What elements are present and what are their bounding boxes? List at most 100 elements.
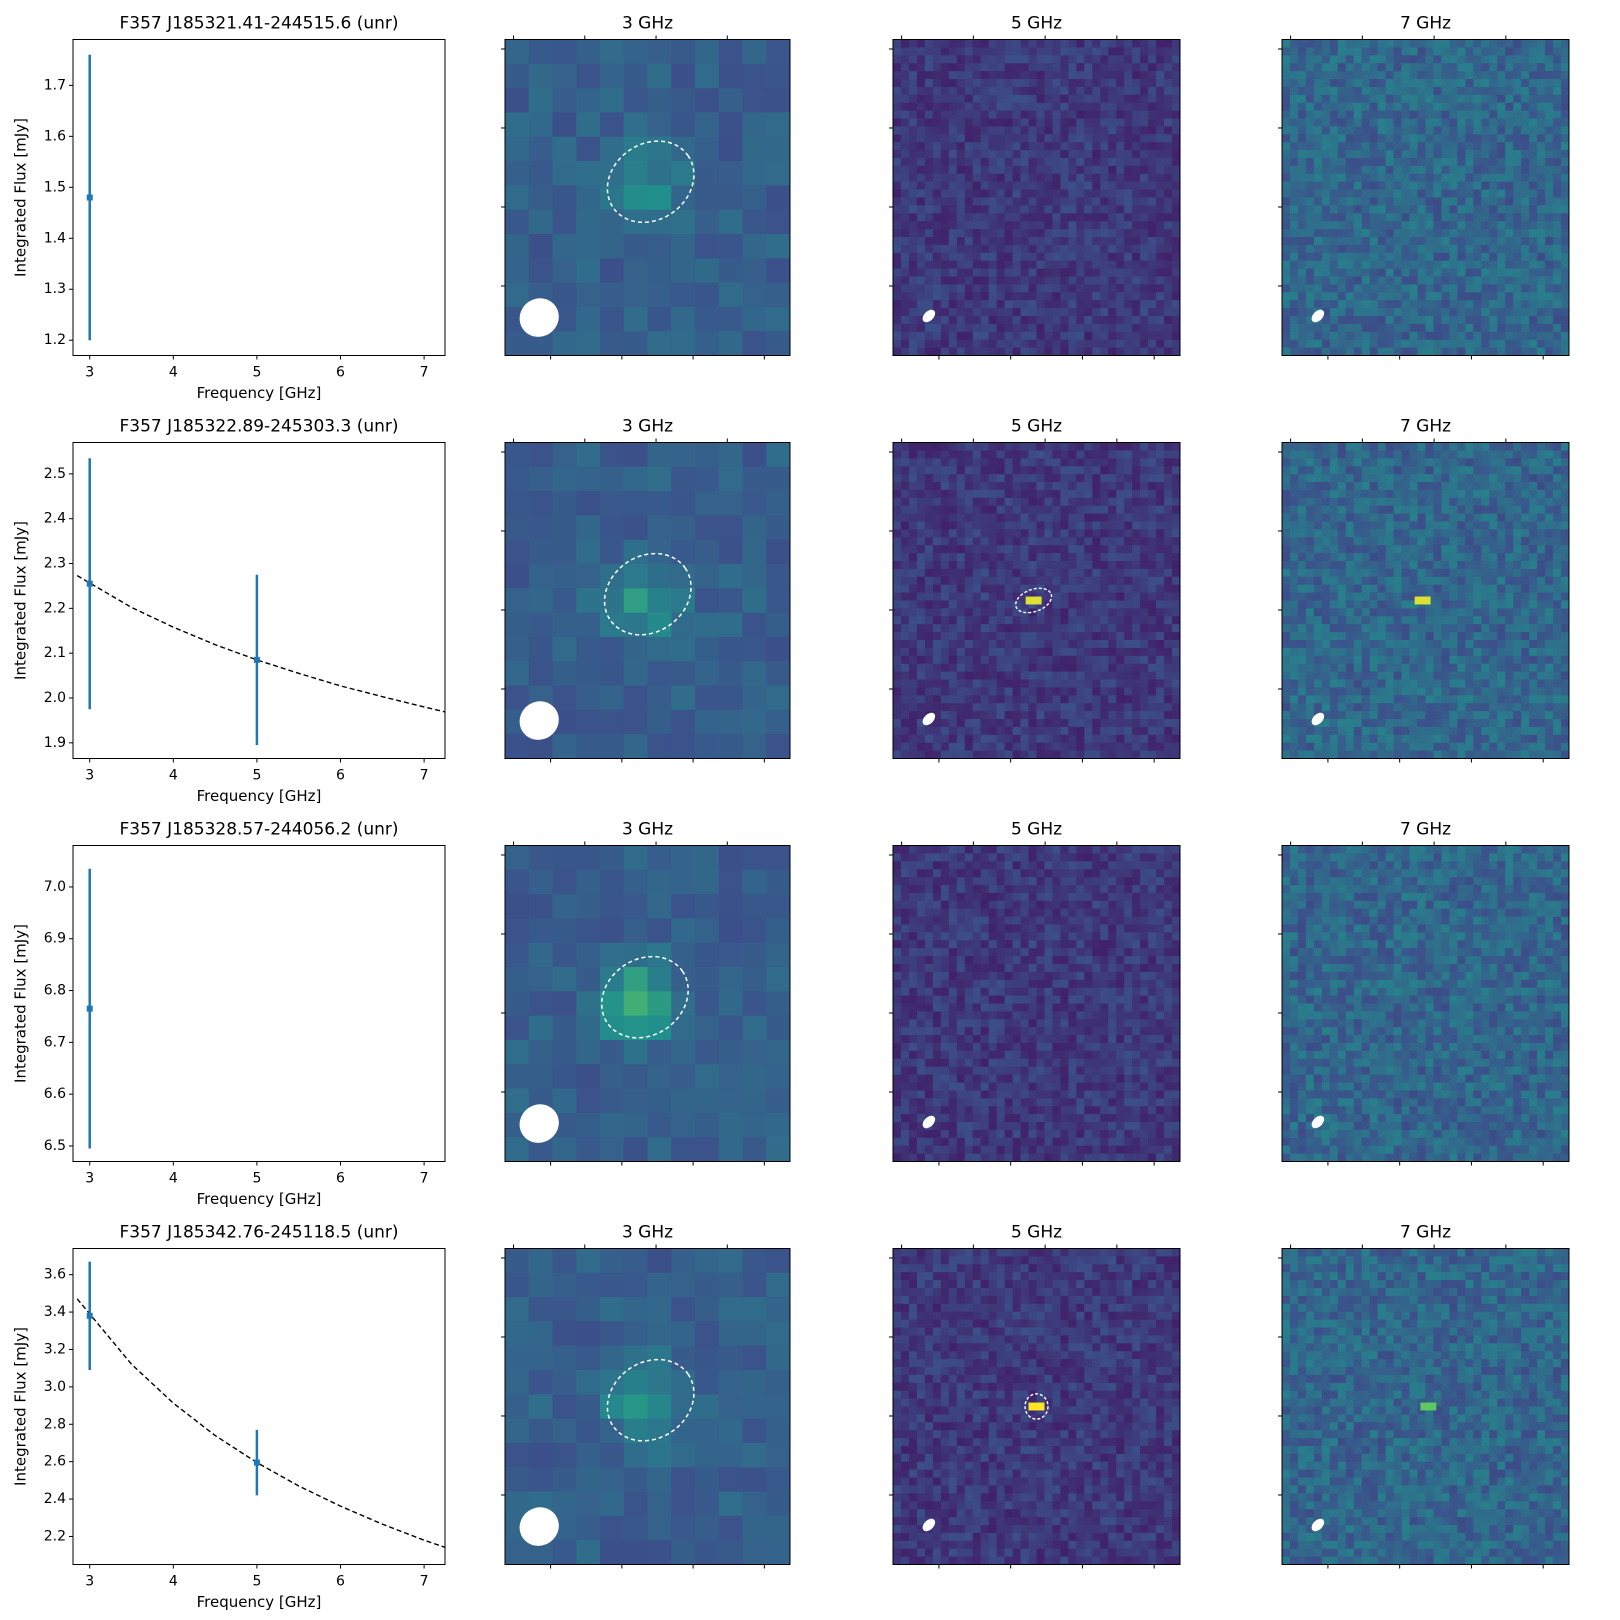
pixel bbox=[1132, 47, 1141, 56]
pixel bbox=[1116, 197, 1125, 206]
pixel bbox=[1076, 450, 1085, 459]
pixel bbox=[1537, 126, 1546, 135]
pixel bbox=[1513, 86, 1522, 96]
pixel bbox=[1124, 197, 1133, 206]
pixel bbox=[964, 497, 974, 507]
pixel bbox=[980, 213, 990, 222]
pixel bbox=[742, 636, 767, 662]
pixel bbox=[948, 237, 958, 246]
pixel bbox=[924, 323, 934, 333]
pixel bbox=[1060, 55, 1069, 64]
pixel bbox=[1028, 150, 1037, 159]
pixel bbox=[1164, 323, 1173, 333]
pixel bbox=[1289, 158, 1299, 167]
pixel bbox=[980, 703, 990, 712]
pixel bbox=[1497, 118, 1506, 127]
pixel bbox=[948, 347, 958, 356]
pixel bbox=[1393, 150, 1402, 159]
pixel bbox=[980, 584, 990, 593]
pixel bbox=[1505, 458, 1514, 467]
pixel bbox=[964, 134, 974, 143]
pixel bbox=[1401, 474, 1410, 483]
pixel bbox=[900, 442, 910, 451]
pixel bbox=[623, 442, 648, 468]
pixel bbox=[1537, 39, 1546, 48]
pixel bbox=[1164, 205, 1173, 214]
pixel bbox=[900, 695, 910, 704]
pixel bbox=[1505, 110, 1514, 119]
pixel bbox=[1297, 252, 1307, 262]
pixel bbox=[1164, 142, 1173, 151]
pixel bbox=[1465, 71, 1474, 80]
pixel bbox=[924, 640, 934, 649]
pixel bbox=[1020, 331, 1029, 341]
pixel bbox=[964, 221, 974, 230]
pixel bbox=[1028, 300, 1037, 309]
pixel bbox=[1305, 466, 1315, 475]
pixel bbox=[1068, 734, 1077, 744]
pixel bbox=[1164, 726, 1173, 736]
pixel bbox=[1164, 750, 1173, 759]
pixel bbox=[916, 173, 926, 183]
pixel bbox=[1100, 482, 1109, 491]
pixel bbox=[1068, 142, 1077, 151]
pixel bbox=[932, 189, 942, 198]
pixel bbox=[1553, 237, 1562, 246]
pixel bbox=[1353, 339, 1363, 348]
pixel bbox=[1004, 94, 1013, 104]
pixel bbox=[1148, 474, 1157, 483]
pixel bbox=[1068, 466, 1077, 475]
y-tick-label: 2.1 bbox=[44, 645, 66, 661]
pixel bbox=[1028, 679, 1037, 688]
pixel bbox=[980, 482, 990, 491]
pixel bbox=[1561, 237, 1570, 246]
pixel bbox=[1409, 205, 1418, 214]
pixel bbox=[1116, 726, 1125, 736]
pixel bbox=[1076, 726, 1085, 736]
pixel bbox=[1353, 308, 1363, 317]
pixel bbox=[1124, 347, 1133, 356]
pixel bbox=[1004, 102, 1013, 111]
pixel bbox=[1052, 339, 1061, 348]
pixel bbox=[1465, 229, 1474, 238]
pixel bbox=[1529, 142, 1538, 151]
plot-area bbox=[72, 39, 446, 356]
pixel bbox=[956, 339, 966, 348]
pixel bbox=[924, 205, 934, 214]
pixel bbox=[1060, 47, 1069, 56]
pixel bbox=[1100, 165, 1109, 175]
pixel bbox=[1132, 142, 1141, 151]
pixel bbox=[1012, 458, 1021, 467]
pixel bbox=[1028, 110, 1037, 119]
pixel bbox=[988, 205, 998, 214]
pixel bbox=[1164, 292, 1173, 301]
pixel bbox=[908, 632, 918, 641]
pixel bbox=[1148, 529, 1157, 538]
pixel bbox=[1020, 110, 1029, 119]
pixel bbox=[900, 86, 910, 96]
pixel bbox=[1561, 474, 1570, 483]
pixel bbox=[1132, 497, 1141, 507]
pixel bbox=[1393, 55, 1402, 64]
pixel bbox=[924, 458, 934, 467]
pixel bbox=[940, 79, 950, 88]
pixel bbox=[1092, 213, 1101, 222]
pixel bbox=[932, 513, 942, 522]
pixel bbox=[1172, 553, 1181, 562]
pixel bbox=[1140, 537, 1149, 546]
pixel bbox=[1100, 316, 1109, 325]
pixel bbox=[1084, 640, 1093, 649]
pixel bbox=[718, 709, 743, 735]
pixel bbox=[972, 663, 982, 672]
pixel bbox=[1148, 616, 1157, 625]
pixel bbox=[1172, 292, 1181, 301]
pixel bbox=[893, 450, 902, 459]
pixel bbox=[1092, 331, 1101, 341]
pixel bbox=[1108, 79, 1117, 88]
pixel bbox=[1417, 466, 1426, 475]
pixel bbox=[1108, 292, 1117, 301]
pixel bbox=[1465, 292, 1474, 301]
pixel bbox=[1148, 221, 1157, 230]
pixel bbox=[1084, 671, 1093, 680]
pixel bbox=[996, 308, 1006, 317]
